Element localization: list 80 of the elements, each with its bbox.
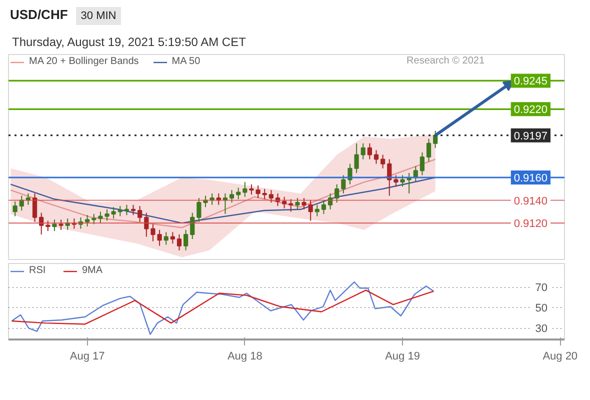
legend-label: MA 50 — [172, 56, 200, 67]
y-tick-label: 0.9220 — [514, 104, 548, 116]
candlestick — [190, 212, 195, 240]
candlestick — [104, 208, 110, 222]
candlestick — [58, 219, 64, 230]
annotation: Research © 2021 — [406, 56, 485, 66]
candlestick — [308, 200, 313, 222]
candlestick — [374, 150, 379, 164]
candlestick — [52, 219, 57, 232]
candlestick — [426, 138, 432, 162]
candlestick — [420, 152, 425, 176]
candlestick — [400, 174, 405, 188]
line-series — [11, 281, 434, 335]
candlestick — [295, 198, 300, 210]
candlestick — [268, 190, 274, 204]
candlestick — [184, 229, 188, 251]
candlestick — [118, 205, 122, 217]
y-tick-label: 0.9160 — [514, 172, 548, 184]
candlestick — [433, 130, 438, 148]
candlestick — [380, 154, 386, 169]
candlestick — [216, 192, 221, 206]
candlestick — [98, 211, 103, 224]
candlestick — [302, 198, 306, 210]
candlestick — [275, 192, 280, 206]
candlestick — [46, 220, 50, 232]
y-tick-label: 70 — [535, 282, 548, 294]
candlestick — [12, 200, 18, 217]
candlestick — [229, 190, 234, 204]
candlestick — [130, 204, 136, 216]
candlestick — [394, 174, 398, 188]
line-series — [11, 290, 434, 325]
y-tick-label: 0.9140 — [514, 195, 548, 208]
chart-title: USD/CHF — [10, 7, 68, 22]
candlestick — [84, 214, 90, 227]
candlestick — [321, 200, 326, 214]
candlestick — [111, 206, 116, 219]
line-series — [10, 158, 436, 228]
text: 30 MIN — [76, 7, 122, 25]
x-tick-label: Aug 19 — [385, 350, 420, 362]
candlestick — [256, 184, 260, 198]
y-tick-label: 50 — [535, 302, 548, 315]
candlestick — [360, 142, 366, 160]
candlestick — [92, 213, 96, 225]
candlestick — [236, 187, 241, 200]
candlestick — [210, 192, 214, 206]
legend-label: RSI — [29, 265, 47, 276]
candlestick — [334, 184, 340, 204]
candlestick — [26, 192, 31, 206]
candlestick — [32, 192, 38, 222]
candlestick — [196, 198, 202, 222]
candlestick — [176, 234, 182, 251]
x-tick-label: Aug 18 — [227, 350, 262, 362]
candlestick — [341, 174, 346, 194]
chart-subtitle: Thursday, August 19, 2021 5:19:50 AM CET — [12, 34, 246, 51]
candlestick — [262, 188, 267, 200]
candlestick — [314, 204, 320, 217]
candlestick — [282, 196, 287, 209]
x-tick-label: Aug 20 — [542, 350, 578, 362]
candlestick — [288, 198, 294, 212]
legend-label: MA 20 + Bollinger Bands — [29, 56, 139, 67]
candlestick — [249, 184, 254, 196]
candlestick — [164, 232, 168, 246]
candlestick — [138, 205, 142, 222]
y-tick-label: 0.9120 — [514, 218, 548, 230]
candlestick — [124, 204, 130, 216]
candlestick — [150, 224, 156, 242]
candlestick — [222, 192, 228, 214]
y-tick-label: 0.9245 — [514, 76, 548, 88]
candlestick — [328, 192, 333, 210]
candlestick — [242, 182, 248, 198]
candlestick — [144, 212, 149, 238]
candlestick — [367, 142, 372, 160]
candlestick — [19, 195, 24, 212]
candlestick — [354, 142, 359, 174]
candlestick — [170, 232, 175, 244]
legend-label: 9MA — [82, 265, 103, 276]
x-tick-label: Aug 17 — [70, 350, 105, 362]
y-tick-label: 0.9197 — [514, 130, 548, 142]
y-tick-label: 30 — [535, 323, 548, 336]
candlestick — [157, 229, 162, 246]
